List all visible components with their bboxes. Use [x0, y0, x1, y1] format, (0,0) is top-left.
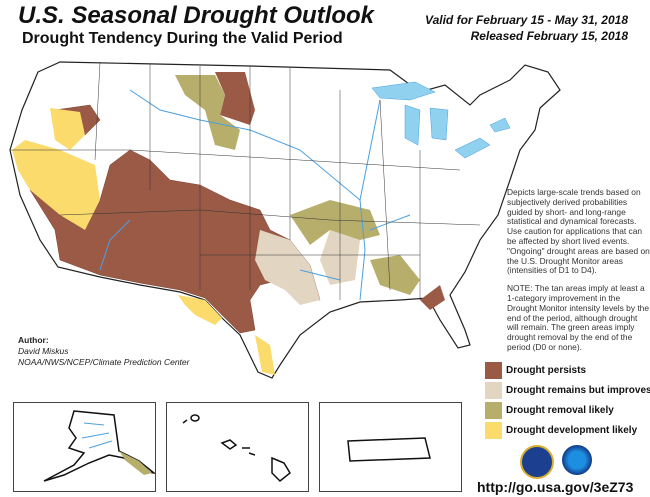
legend-label: Drought development likely	[506, 424, 638, 436]
map-note: NOTE: The tan areas imply at least a 1-c…	[507, 283, 649, 352]
noaa-logo-icon	[562, 444, 592, 475]
map-description: Depicts large-scale trends based on subj…	[507, 187, 650, 276]
puerto-rico-inset	[319, 402, 462, 492]
drought-persists-north	[215, 72, 255, 125]
drought-persists-southeast	[420, 285, 445, 310]
legend-item-development: Drought development likely	[485, 421, 650, 440]
alaska-map	[43, 410, 155, 482]
legend: Drought persists Drought remains but imp…	[485, 361, 650, 441]
great-lakes	[371, 81, 511, 159]
short-url[interactable]: http://go.usa.gov/3eZ73	[477, 478, 634, 495]
legend-label: Drought removal likely	[506, 404, 614, 416]
drought-removal-areas	[175, 75, 420, 295]
drought-development-areas	[12, 108, 275, 375]
hawaii-inset	[166, 402, 309, 492]
puerto-rico-map	[347, 437, 431, 462]
legend-swatch	[485, 421, 502, 439]
hawaii-map	[182, 414, 291, 483]
release-date: Released February 15, 2018	[470, 29, 628, 43]
legend-swatch	[485, 381, 502, 399]
drought-improves-plains	[255, 230, 360, 305]
legend-item-improves: Drought remains but improves	[485, 381, 650, 400]
page-title: U.S. Seasonal Drought Outlook	[18, 2, 375, 29]
author-org: NOAA/NWS/NCEP/Climate Prediction Center	[18, 357, 190, 367]
valid-dates: Valid for February 15 - May 31, 2018 Rele…	[425, 12, 628, 44]
valid-period: Valid for February 15 - May 31, 2018	[425, 13, 628, 27]
agency-logos	[507, 444, 650, 479]
author-label: Author:	[18, 335, 49, 345]
right-column: Depicts large-scale trends based on subj…	[477, 187, 650, 496]
legend-item-persists: Drought persists	[485, 361, 650, 380]
legend-label: Drought persists	[506, 364, 587, 376]
author-block: Author: David Miskus NOAA/NWS/NCEP/Clima…	[18, 335, 189, 368]
state-boundaries	[10, 61, 481, 300]
page-subtitle: Drought Tendency During the Valid Period	[22, 30, 343, 47]
legend-swatch	[485, 401, 502, 419]
alaska-inset	[13, 402, 156, 492]
legend-label: Drought remains but improves	[506, 384, 650, 396]
legend-item-removal: Drought removal likely	[485, 401, 650, 420]
author-name: David Miskus	[18, 346, 69, 356]
legend-swatch	[485, 361, 502, 379]
major-rivers	[99, 89, 411, 301]
doc-seal-icon	[520, 444, 554, 479]
conus-outline	[9, 61, 561, 379]
